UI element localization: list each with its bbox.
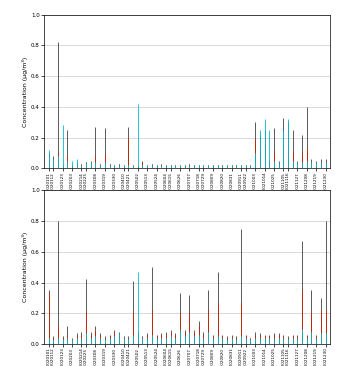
Y-axis label: Concentration (μg/m³): Concentration (μg/m³) bbox=[22, 56, 28, 127]
Legend: CAMX (Primary), AERMOD (Primary), CALPUFF (Primary): CAMX (Primary), AERMOD (Primary), CALPUF… bbox=[99, 250, 275, 258]
Y-axis label: Concentration (μg/m³): Concentration (μg/m³) bbox=[22, 232, 28, 302]
